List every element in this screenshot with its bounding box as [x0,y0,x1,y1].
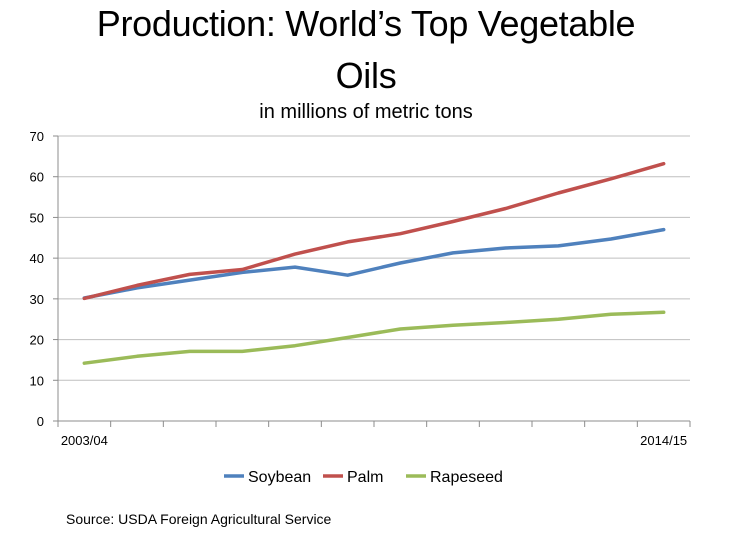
axes [53,135,691,427]
x-axis-tick-labels: 2003/04 2014/15 [61,433,687,448]
chart-subtitle: in millions of metric tons [259,101,473,123]
legend-label-soybean: Soybean [248,469,311,486]
y-tick-label: 10 [30,373,44,388]
x-tick-label: 2003/04 [61,433,108,448]
gridlines [58,135,690,381]
series-line-palm [82,161,666,301]
y-tick-label: 0 [37,414,44,429]
legend-label-palm: Palm [347,469,383,486]
series-line-rapeseed [82,310,666,365]
y-tick-label: 30 [30,292,44,307]
legend: Soybean Palm Rapeseed [224,469,503,486]
y-tick-label: 60 [30,170,44,185]
y-tick-label: 50 [30,210,44,225]
series-line-soybean [82,227,666,300]
x-tick-label: 2014/15 [640,433,687,448]
source-note: Source: USDA Foreign Agricultural Servic… [66,511,332,527]
legend-label-rapeseed: Rapeseed [430,469,503,486]
chart-title-line-2: Oils [335,55,397,96]
series-lines [82,161,666,365]
y-tick-label: 40 [30,251,44,266]
y-tick-label: 20 [30,333,44,348]
chart-title-line-1: Production: World’s Top Vegetable [96,3,636,44]
y-tick-label: 70 [30,129,44,144]
line-chart: 0 10 20 30 40 50 60 70 2003/04 2014/15 Soybean Pa… [30,129,691,486]
y-axis-tick-labels: 0 10 20 30 40 50 60 70 [30,129,44,429]
